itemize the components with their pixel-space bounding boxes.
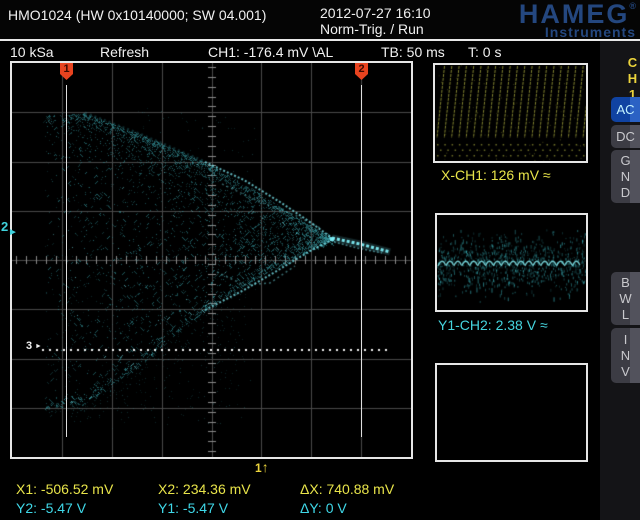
readout-dx: ΔX: 740.88 mV xyxy=(300,481,395,497)
readout-x1: X1: -506.52 mV xyxy=(16,481,114,497)
datetime-status-block: 2012-07-27 16:10 Norm-Trig. / Run xyxy=(320,5,431,37)
y1-ch2-thumbnail xyxy=(435,213,588,312)
sample-rate: 10 kSa xyxy=(10,44,54,60)
hameg-logo: HAMEG® Instruments xyxy=(518,0,636,41)
logo-subtitle: Instruments xyxy=(544,24,636,40)
separator-line xyxy=(0,39,640,41)
channel-menu-label: CH1 xyxy=(625,55,640,103)
softkey-ac[interactable]: AC xyxy=(611,97,640,122)
datetime: 2012-07-27 16:10 xyxy=(320,5,431,21)
cursor1-flag[interactable]: 1 xyxy=(60,63,73,80)
x-ch1-thumbnail xyxy=(433,63,588,163)
xy-graticule: 1 2 xyxy=(10,61,413,459)
softkey-bwl[interactable]: BWL xyxy=(611,272,640,325)
trigger-settings: CH1: -176.4 mV \AL xyxy=(208,44,334,60)
trigger-status: Norm-Trig. / Run xyxy=(320,21,424,37)
device-title: HMO1024 (HW 0x10140000; SW 04.001) xyxy=(8,7,267,23)
y-cursor-marker[interactable]: 3 ► xyxy=(26,340,42,352)
small-arrow-right-icon: ► xyxy=(35,343,42,350)
readout-y2: Y2: -5.47 V xyxy=(16,500,87,516)
y1-ch2-canvas xyxy=(437,215,586,310)
arrow-up-icon: ↑ xyxy=(261,459,269,475)
softkey-inv[interactable]: INV xyxy=(611,328,640,383)
title-bar: HMO1024 (HW 0x10140000; SW 04.001) 2012-… xyxy=(0,0,640,41)
channel2-position-marker[interactable]: 2 ► xyxy=(1,219,18,238)
cursor2-line[interactable] xyxy=(361,85,362,437)
logo-brand: HAMEG xyxy=(518,0,630,29)
timebase: TB: 50 ms xyxy=(381,44,445,60)
trigger-time: T: 0 s xyxy=(468,44,502,60)
cursor2-flag[interactable]: 2 xyxy=(355,63,368,80)
arrow-right-icon: ► xyxy=(8,227,18,238)
xy-canvas xyxy=(12,63,411,457)
readout-y1: Y1: -5.47 V xyxy=(158,500,229,516)
readout-x2: X2: 234.36 mV xyxy=(158,481,251,497)
y1-ch2-label: Y1-CH2: 2.38 V ≈ xyxy=(438,317,548,333)
cursor1-line[interactable] xyxy=(66,85,67,437)
empty-thumbnail xyxy=(435,363,588,462)
x-ch1-canvas xyxy=(435,65,586,161)
registered-icon: ® xyxy=(629,1,636,11)
softkey-dc[interactable]: DC xyxy=(611,125,640,148)
readout-dy: ΔY: 0 V xyxy=(300,500,347,516)
x-ch1-label: X-CH1: 126 mV ≈ xyxy=(441,167,551,183)
acquisition-mode: Refresh xyxy=(100,44,150,60)
softkey-gnd[interactable]: GND xyxy=(611,150,640,203)
trigger-position-marker[interactable]: 1↑ xyxy=(255,459,269,475)
